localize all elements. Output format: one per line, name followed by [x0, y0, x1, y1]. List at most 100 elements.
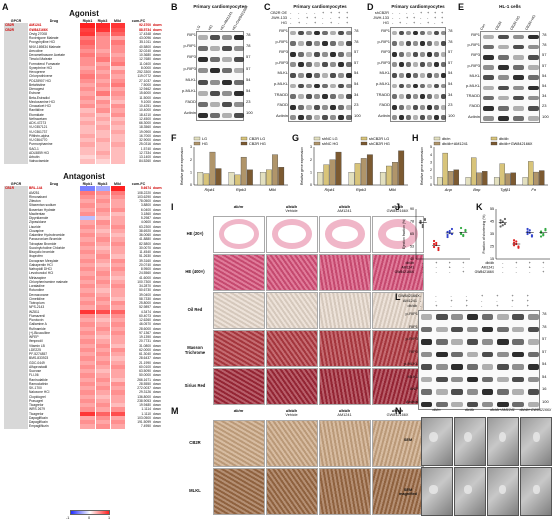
blot-band — [391, 115, 398, 121]
heat-cell — [110, 40, 126, 45]
drug-cell: Ranirudatide — [29, 377, 48, 382]
blot-condition-sign: + — [511, 299, 514, 303]
direction-cell: down — [153, 203, 161, 208]
drug-cell: VU 0361737 — [29, 129, 48, 134]
heatmap-row: CB2R GW842166X 88.5734 down — [4, 27, 164, 32]
blot-band — [426, 73, 433, 78]
heat-cell — [95, 65, 111, 70]
bar — [197, 172, 204, 186]
fc-cell: 25.8000 — [139, 301, 151, 305]
blot-row-label: p-RIP3 — [405, 336, 418, 341]
heat-cell — [110, 415, 126, 420]
blot-band — [497, 44, 510, 50]
blot-band — [419, 94, 426, 99]
blot-band — [210, 101, 220, 108]
drug-cell: Biscyclic bromide — [29, 250, 55, 254]
blot-band — [512, 34, 525, 40]
heat-cell — [110, 53, 126, 58]
gpcr-cell — [4, 159, 28, 164]
blot-title: HL-1 cells — [499, 4, 521, 9]
bar — [266, 169, 272, 186]
heat-cell — [80, 133, 96, 138]
direction-cell: down — [153, 275, 161, 280]
fc-cell: 3.1860 — [140, 211, 151, 216]
blot-condition-sign: - — [435, 294, 437, 298]
y-tick-label: 40 — [410, 257, 414, 261]
y-tick-label: 4 — [430, 153, 432, 157]
blot-condition-sign: + — [427, 11, 430, 15]
heat-cell — [110, 65, 126, 70]
heat-cell — [95, 57, 111, 62]
heat-cell — [80, 309, 96, 314]
drug-cell: Gallamine A — [29, 322, 47, 327]
sem-row-label: SEM — [403, 438, 413, 442]
heat-cell — [95, 271, 111, 276]
scatter-point — [544, 229, 547, 232]
heat-cell — [110, 203, 126, 208]
blot-membrane — [196, 31, 244, 121]
heatmap-header-cell: Ripk3 — [97, 19, 108, 23]
heat-cell — [80, 146, 96, 151]
blot-band — [345, 115, 353, 121]
blot-band — [466, 326, 479, 333]
direction-cell: down — [153, 44, 161, 49]
heat-cell — [110, 330, 126, 335]
blot-band — [433, 83, 440, 89]
panel-label-g: G — [292, 133, 300, 143]
heat-cell — [95, 398, 111, 403]
heatmap-row: Lisuride 63.2300 down — [4, 224, 164, 229]
fc-cell: 21.1990 — [139, 360, 151, 365]
blot-row — [391, 102, 447, 113]
blot-band — [337, 73, 345, 78]
blot-row-label: RIP1 — [187, 32, 196, 37]
blot-band — [420, 314, 433, 320]
gpcr-cell — [4, 292, 28, 297]
legend-label: shCB2R HG — [369, 142, 390, 146]
direction-cell: down — [153, 335, 161, 339]
treatment-sign: + — [449, 266, 451, 270]
y-tick-label: 2 — [190, 158, 192, 162]
blot-band — [420, 326, 433, 333]
heat-cell — [95, 305, 111, 310]
sem-image — [486, 466, 519, 516]
blot-band — [527, 339, 540, 345]
heat-cell — [95, 335, 111, 340]
bar — [317, 172, 324, 186]
heat-cell — [95, 78, 111, 83]
heat-cell — [110, 36, 126, 41]
treatment-sign: - — [502, 266, 504, 270]
blot-kda-label: 78 — [448, 28, 453, 33]
blot-row — [391, 60, 447, 71]
direction-cell: down — [153, 138, 161, 142]
blot-band — [222, 45, 232, 52]
heatmap-row: VU 0357121 18.3560 down — [4, 125, 164, 130]
blot-title: Primary cardiomyocytes — [193, 4, 247, 9]
blot-band — [337, 94, 345, 99]
drug-cell: AM251 — [29, 190, 40, 195]
fc-cell: 17.4348 — [139, 31, 151, 36]
blot-band — [482, 44, 495, 50]
fc-cell: 108.2220 — [137, 190, 151, 195]
panel-label-m: M — [171, 406, 179, 416]
panel-label-h: H — [412, 133, 419, 143]
blot-band — [481, 376, 494, 383]
blot-row — [481, 83, 540, 93]
heat-cell — [110, 61, 126, 66]
heatmap-row: WFEP 19.1390 down — [4, 335, 164, 340]
gpcr-cell — [4, 335, 28, 340]
y-axis-label: Relative gene expression — [300, 147, 304, 185]
blot-band — [426, 62, 433, 68]
heat-cell — [80, 31, 96, 36]
heatmap-row: Vitamin LB 31.0800 down — [4, 343, 164, 348]
blot-band — [497, 401, 509, 408]
heatmap-header-cell: Ripk3 — [97, 182, 108, 186]
heat-cell — [80, 150, 96, 155]
heat-cell — [110, 48, 126, 53]
blot-band — [412, 115, 419, 121]
heat-cell — [80, 322, 96, 327]
x-tick-label: Mlkl — [389, 187, 396, 192]
blot-band — [210, 34, 220, 40]
blot-kda-label: 54 — [448, 81, 453, 86]
gpcr-cell — [4, 108, 28, 113]
tissue-texture — [213, 254, 264, 290]
